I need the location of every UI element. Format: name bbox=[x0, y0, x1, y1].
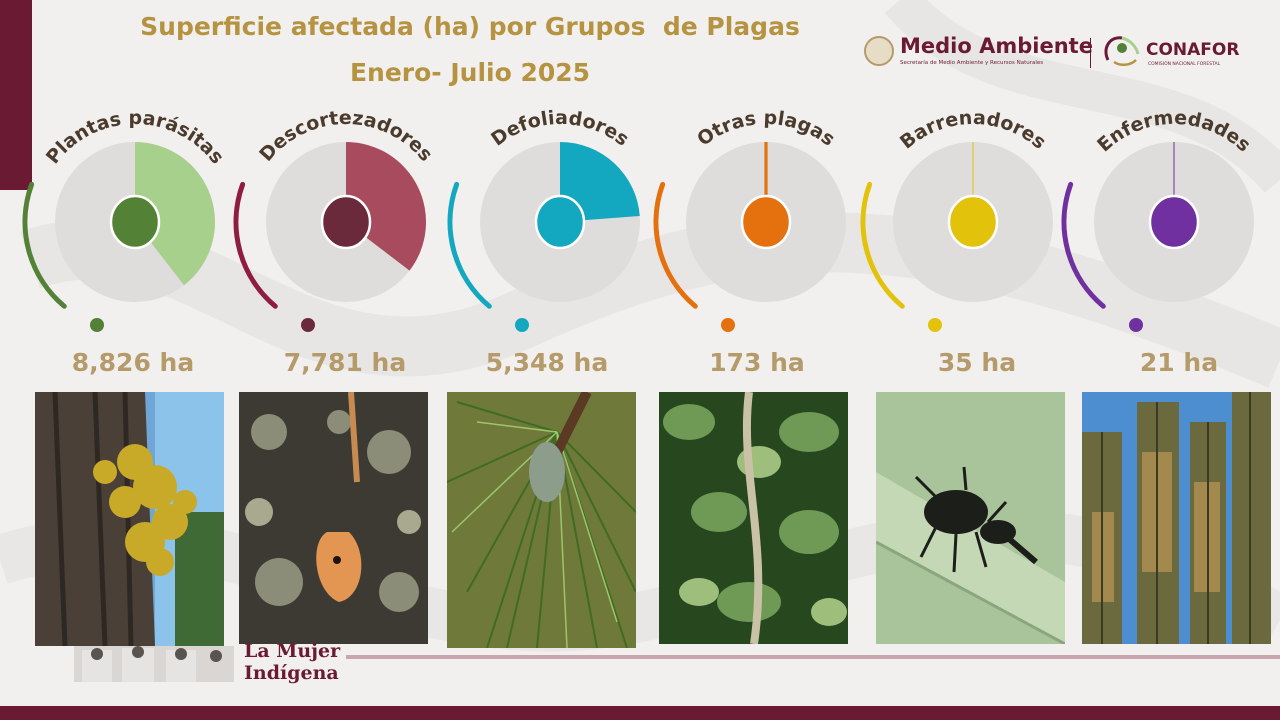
pie-slice bbox=[346, 142, 427, 271]
conafor-logo: CONAFOR COMISIÓN NACIONAL FORESTAL bbox=[1100, 30, 1250, 76]
medio-ambiente-text: Medio Ambiente bbox=[900, 34, 1093, 58]
left-accent-bar bbox=[0, 0, 32, 190]
medio-ambiente-subtext: Secretaría de Medio Ambiente y Recursos … bbox=[900, 60, 1044, 66]
footer-line1: La Mujer bbox=[244, 640, 341, 662]
bark-beetle-resin-photo bbox=[239, 392, 428, 644]
pie-center-dot bbox=[534, 194, 586, 250]
decorative-arc bbox=[653, 181, 698, 309]
pie-center-dot bbox=[320, 194, 372, 250]
group-defoliadores: Defoliadores bbox=[447, 107, 640, 332]
pie-slice bbox=[135, 142, 216, 286]
conafor-tree-icon bbox=[1104, 36, 1140, 66]
value-enfermedades: 21 ha bbox=[1139, 348, 1219, 377]
decorative-arc bbox=[1061, 181, 1106, 309]
arc-end-dot bbox=[515, 318, 529, 332]
decorative-arc bbox=[22, 181, 67, 309]
mistletoe-on-tree-photo bbox=[35, 392, 224, 646]
institution-logos: Medio Ambiente Secretaría de Medio Ambie… bbox=[862, 28, 1252, 78]
medio-ambiente-logo: Medio Ambiente Secretaría de Medio Ambie… bbox=[862, 34, 1093, 74]
arc-end-dot bbox=[1129, 318, 1143, 332]
group-enfermedades: Enfermedades bbox=[1061, 107, 1255, 332]
footer-divider-line bbox=[346, 655, 1280, 659]
la-mujer-indigena-label: La Mujer Indígena bbox=[244, 640, 340, 684]
pine-defoliator-photo bbox=[447, 392, 636, 648]
conafor-subtext: COMISIÓN NACIONAL FORESTAL bbox=[1148, 62, 1221, 67]
national-seal-icon bbox=[864, 36, 894, 66]
value-plantas-parasitas: 8,826 ha bbox=[71, 348, 195, 377]
diseased-cactus-photo bbox=[1082, 392, 1271, 644]
pie-slice bbox=[560, 142, 640, 222]
group-descortezadores: Descortezadores bbox=[233, 107, 437, 332]
footer-line2: Indígena bbox=[244, 662, 339, 684]
bottom-accent-bar bbox=[0, 706, 1280, 720]
arc-end-dot bbox=[301, 318, 315, 332]
value-barrenadores: 35 ha bbox=[937, 348, 1017, 377]
leaf-pest-photo bbox=[659, 392, 848, 644]
pie-center-dot bbox=[740, 194, 792, 250]
slide-title: Superficie afectada (ha) por Grupos de P… bbox=[140, 12, 800, 41]
group-otras-plagas: Otras plagas bbox=[653, 107, 846, 332]
conafor-text: CONAFOR bbox=[1146, 40, 1240, 60]
weevil-borer-photo bbox=[876, 392, 1065, 644]
indigenous-women-photo bbox=[74, 646, 234, 682]
decorative-arc bbox=[447, 181, 492, 309]
value-defoliadores: 5,348 ha bbox=[485, 348, 609, 377]
pie-center-dot bbox=[109, 194, 161, 250]
group-barrenadores: Barrenadores bbox=[860, 107, 1053, 332]
pest-groups-chart: Plantas parásitas DescortezadoresDefoliad… bbox=[22, 107, 1255, 332]
arc-end-dot bbox=[721, 318, 735, 332]
pie-center-dot bbox=[1148, 194, 1200, 250]
logo-divider bbox=[1090, 38, 1091, 68]
arc-end-dot bbox=[90, 318, 104, 332]
decorative-arc bbox=[860, 181, 905, 309]
arc-end-dot bbox=[928, 318, 942, 332]
slide-subtitle: Enero- Julio 2025 bbox=[349, 58, 591, 87]
group-plantas-parasitas: Plantas parásitas bbox=[22, 107, 228, 332]
pie-center-dot bbox=[947, 194, 999, 250]
value-otras-plagas: 173 ha bbox=[709, 348, 805, 377]
value-descortezadores: 7,781 ha bbox=[283, 348, 407, 377]
decorative-arc bbox=[233, 181, 278, 309]
